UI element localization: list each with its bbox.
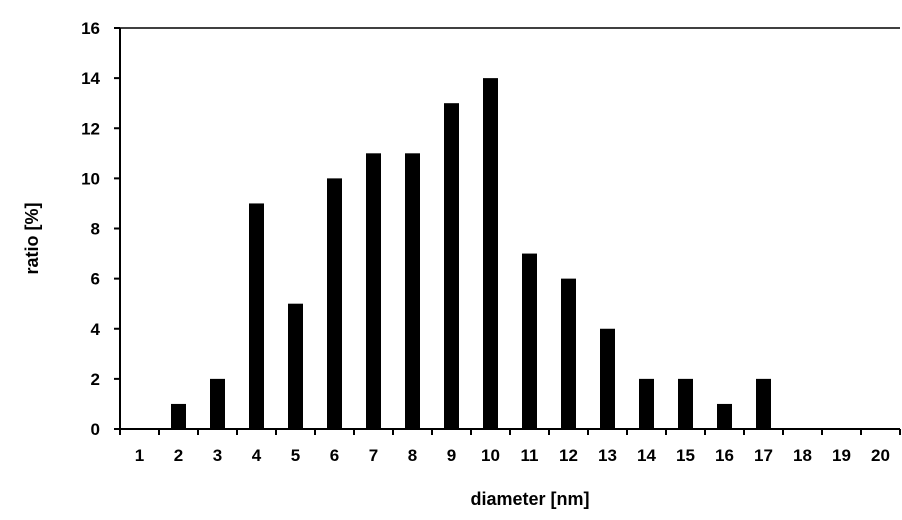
x-tick-label: 17 bbox=[754, 446, 773, 465]
x-tick-label: 10 bbox=[481, 446, 500, 465]
y-tick-label: 8 bbox=[91, 220, 100, 239]
plot-area bbox=[119, 27, 900, 430]
y-tick-label: 10 bbox=[81, 169, 100, 188]
bar-7 bbox=[366, 153, 381, 429]
x-axis-ticks: 1 2 3 4 5 6 7 8 9 10 11 12 13 14 15 16 17 18 19 20 bbox=[119, 429, 901, 465]
y-axis-ticks: 0 2 4 6 8 10 12 14 16 bbox=[81, 19, 120, 439]
x-tick-label: 16 bbox=[715, 446, 734, 465]
bar-15 bbox=[678, 378, 693, 429]
x-axis-title: diameter [nm] bbox=[470, 489, 589, 509]
bar-3 bbox=[210, 378, 225, 429]
bar-12 bbox=[561, 278, 576, 429]
x-tick-label: 14 bbox=[637, 446, 656, 465]
x-tick-label: 9 bbox=[447, 446, 456, 465]
x-tick-label: 2 bbox=[174, 446, 183, 465]
x-tick-label: 13 bbox=[598, 446, 617, 465]
bar-5 bbox=[288, 303, 303, 429]
x-tick-label: 12 bbox=[559, 446, 578, 465]
bar-11 bbox=[522, 253, 537, 429]
x-tick-label: 11 bbox=[521, 446, 539, 465]
y-axis-title: ratio [%] bbox=[22, 203, 42, 275]
y-tick-label: 16 bbox=[81, 19, 100, 38]
x-tick-label: 7 bbox=[369, 446, 378, 465]
x-tick-label: 5 bbox=[291, 446, 300, 465]
y-tick-label: 4 bbox=[91, 320, 101, 339]
bar-6 bbox=[327, 178, 342, 429]
y-tick-label: 2 bbox=[91, 370, 100, 389]
bars bbox=[171, 78, 771, 429]
bar-16 bbox=[717, 403, 732, 429]
x-tick-label: 3 bbox=[213, 446, 222, 465]
x-tick-label: 19 bbox=[832, 446, 851, 465]
y-tick-label: 0 bbox=[91, 420, 100, 439]
bar-4 bbox=[249, 203, 264, 429]
y-tick-label: 6 bbox=[91, 270, 100, 289]
x-tick-label: 1 bbox=[135, 446, 144, 465]
x-tick-label: 4 bbox=[252, 446, 262, 465]
x-tick-label: 8 bbox=[408, 446, 417, 465]
bar-2 bbox=[171, 403, 186, 429]
bar-13 bbox=[600, 328, 615, 429]
bar-9 bbox=[444, 103, 459, 429]
x-tick-label: 20 bbox=[871, 446, 890, 465]
bar-17 bbox=[756, 378, 771, 429]
x-tick-label: 18 bbox=[793, 446, 812, 465]
bar-8 bbox=[405, 153, 420, 429]
x-tick-label: 6 bbox=[330, 446, 339, 465]
x-tick-label: 15 bbox=[676, 446, 695, 465]
bar-10 bbox=[483, 78, 498, 429]
y-tick-label: 14 bbox=[81, 69, 100, 88]
bar-14 bbox=[639, 378, 654, 429]
y-tick-label: 12 bbox=[81, 119, 100, 138]
